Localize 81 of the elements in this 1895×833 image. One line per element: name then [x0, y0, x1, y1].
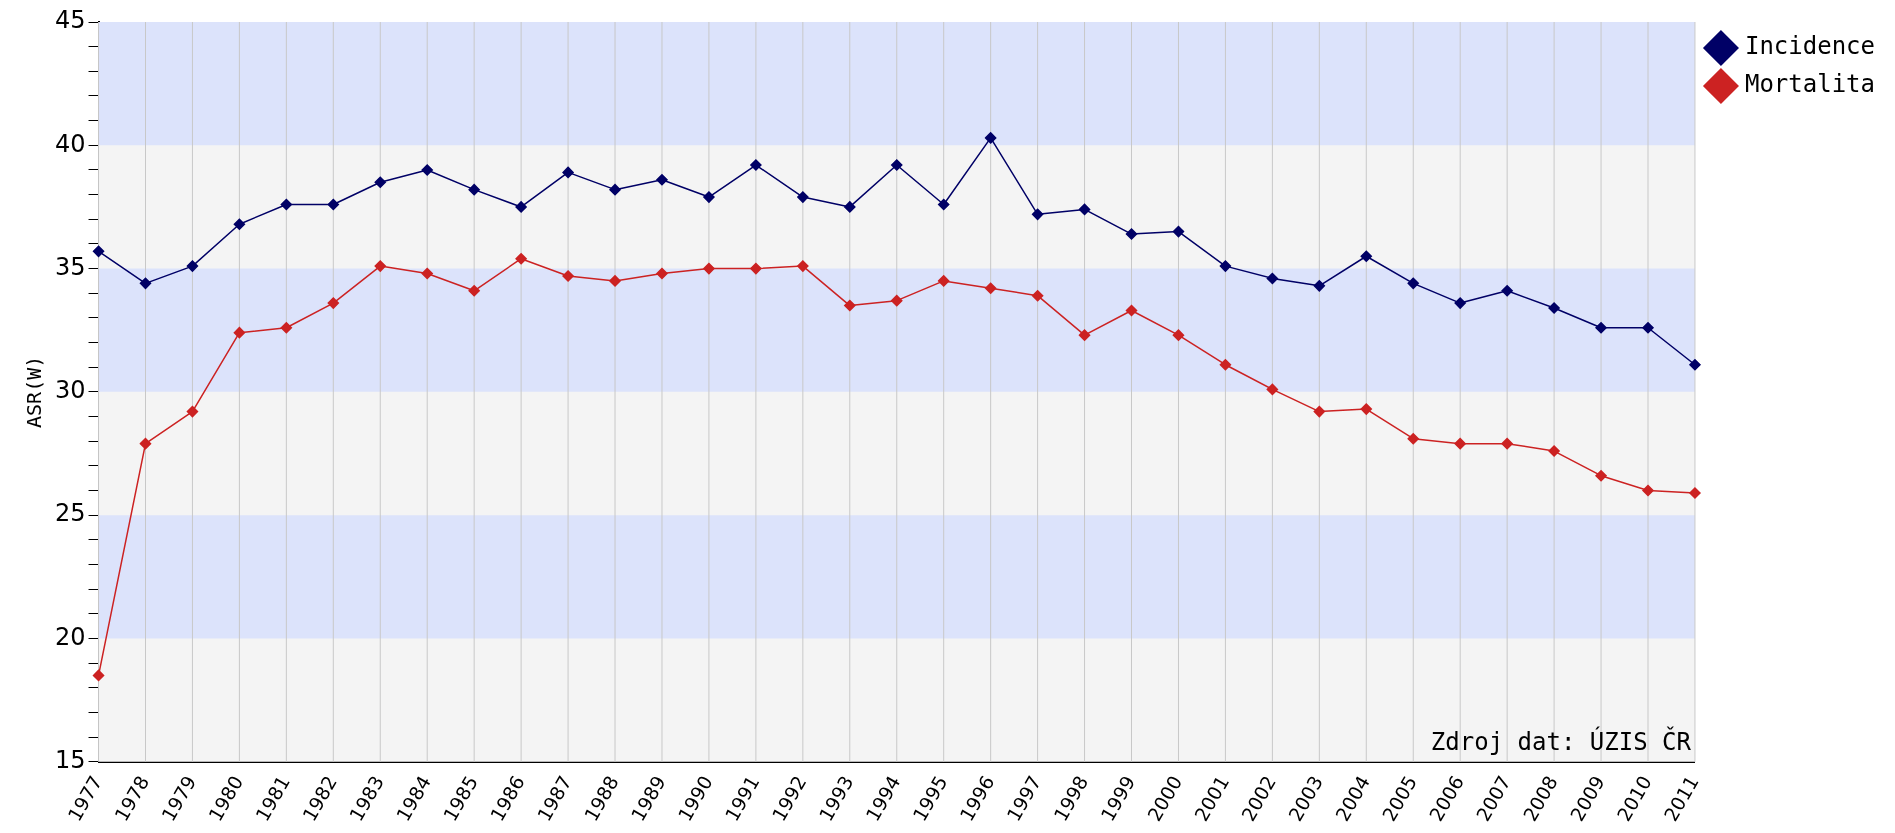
- point: [937, 198, 950, 211]
- point: [562, 166, 574, 179]
- point: [1454, 437, 1466, 450]
- point: [609, 275, 621, 287]
- point: [1219, 260, 1232, 272]
- y-tick-label: 40: [54, 129, 86, 158]
- point: [562, 270, 574, 282]
- point: [1266, 383, 1279, 396]
- point: [656, 174, 668, 186]
- y-tick-label: 45: [54, 6, 86, 35]
- point: [1313, 405, 1326, 418]
- point: [1360, 250, 1373, 262]
- point: [1031, 208, 1044, 221]
- point: [797, 191, 809, 203]
- point: [984, 132, 997, 144]
- point: [750, 159, 762, 171]
- annotation: Zdroj dat: ÚZIS ČR: [1430, 725, 1692, 756]
- point: [937, 275, 950, 287]
- point: [233, 218, 246, 230]
- point: [186, 405, 199, 418]
- point: [1595, 322, 1607, 334]
- point: [280, 198, 293, 211]
- point: [374, 176, 387, 189]
- point: [1360, 403, 1373, 415]
- point: [1078, 203, 1091, 216]
- point: [1031, 289, 1044, 302]
- point: [515, 201, 527, 213]
- legend-label: Mortalita: [1744, 70, 1875, 99]
- point: [1407, 432, 1419, 445]
- point: [1125, 304, 1138, 317]
- point: [1407, 277, 1419, 290]
- point: [1642, 322, 1654, 334]
- y-tick-label: 15: [54, 745, 86, 774]
- point: [1501, 437, 1513, 450]
- point: [1266, 272, 1279, 285]
- point: [1172, 329, 1185, 341]
- point: [1689, 487, 1701, 499]
- point: [186, 260, 199, 272]
- point: [374, 260, 387, 272]
- point: [1219, 358, 1232, 371]
- point: [609, 183, 621, 196]
- point: [327, 297, 340, 309]
- point: [984, 282, 997, 295]
- point: [1454, 297, 1466, 309]
- point: [421, 164, 433, 176]
- point: [750, 262, 762, 275]
- point: [327, 198, 340, 211]
- point: [797, 260, 809, 272]
- point: [139, 277, 152, 290]
- y-tick-label: 35: [54, 252, 86, 281]
- point: [1125, 228, 1138, 240]
- point: [1689, 358, 1701, 371]
- point: [656, 267, 668, 280]
- y-tick-label: 20: [54, 622, 86, 651]
- point: [280, 322, 293, 334]
- point: [421, 267, 433, 280]
- y-axis-title: ASR(W): [22, 355, 47, 428]
- y-tick-label: 25: [54, 499, 86, 528]
- point: [844, 201, 856, 213]
- point: [1548, 445, 1560, 457]
- point: [233, 326, 246, 339]
- point: [515, 252, 527, 265]
- point: [1313, 280, 1326, 292]
- point: [1548, 302, 1560, 314]
- point: [1078, 329, 1091, 341]
- point: [139, 437, 152, 450]
- point: [1595, 469, 1607, 482]
- legend-label: Incidence: [1744, 32, 1875, 61]
- point: [703, 191, 715, 203]
- point: [703, 262, 715, 275]
- point: [92, 669, 105, 682]
- point: [468, 285, 480, 297]
- y-tick-label: 30: [54, 376, 86, 405]
- point: [844, 299, 856, 312]
- point: [92, 245, 105, 258]
- point: [891, 294, 903, 307]
- point: [1642, 484, 1654, 497]
- point: [891, 159, 903, 171]
- point: [1501, 285, 1513, 297]
- point: [1172, 225, 1185, 238]
- point: [468, 183, 480, 196]
